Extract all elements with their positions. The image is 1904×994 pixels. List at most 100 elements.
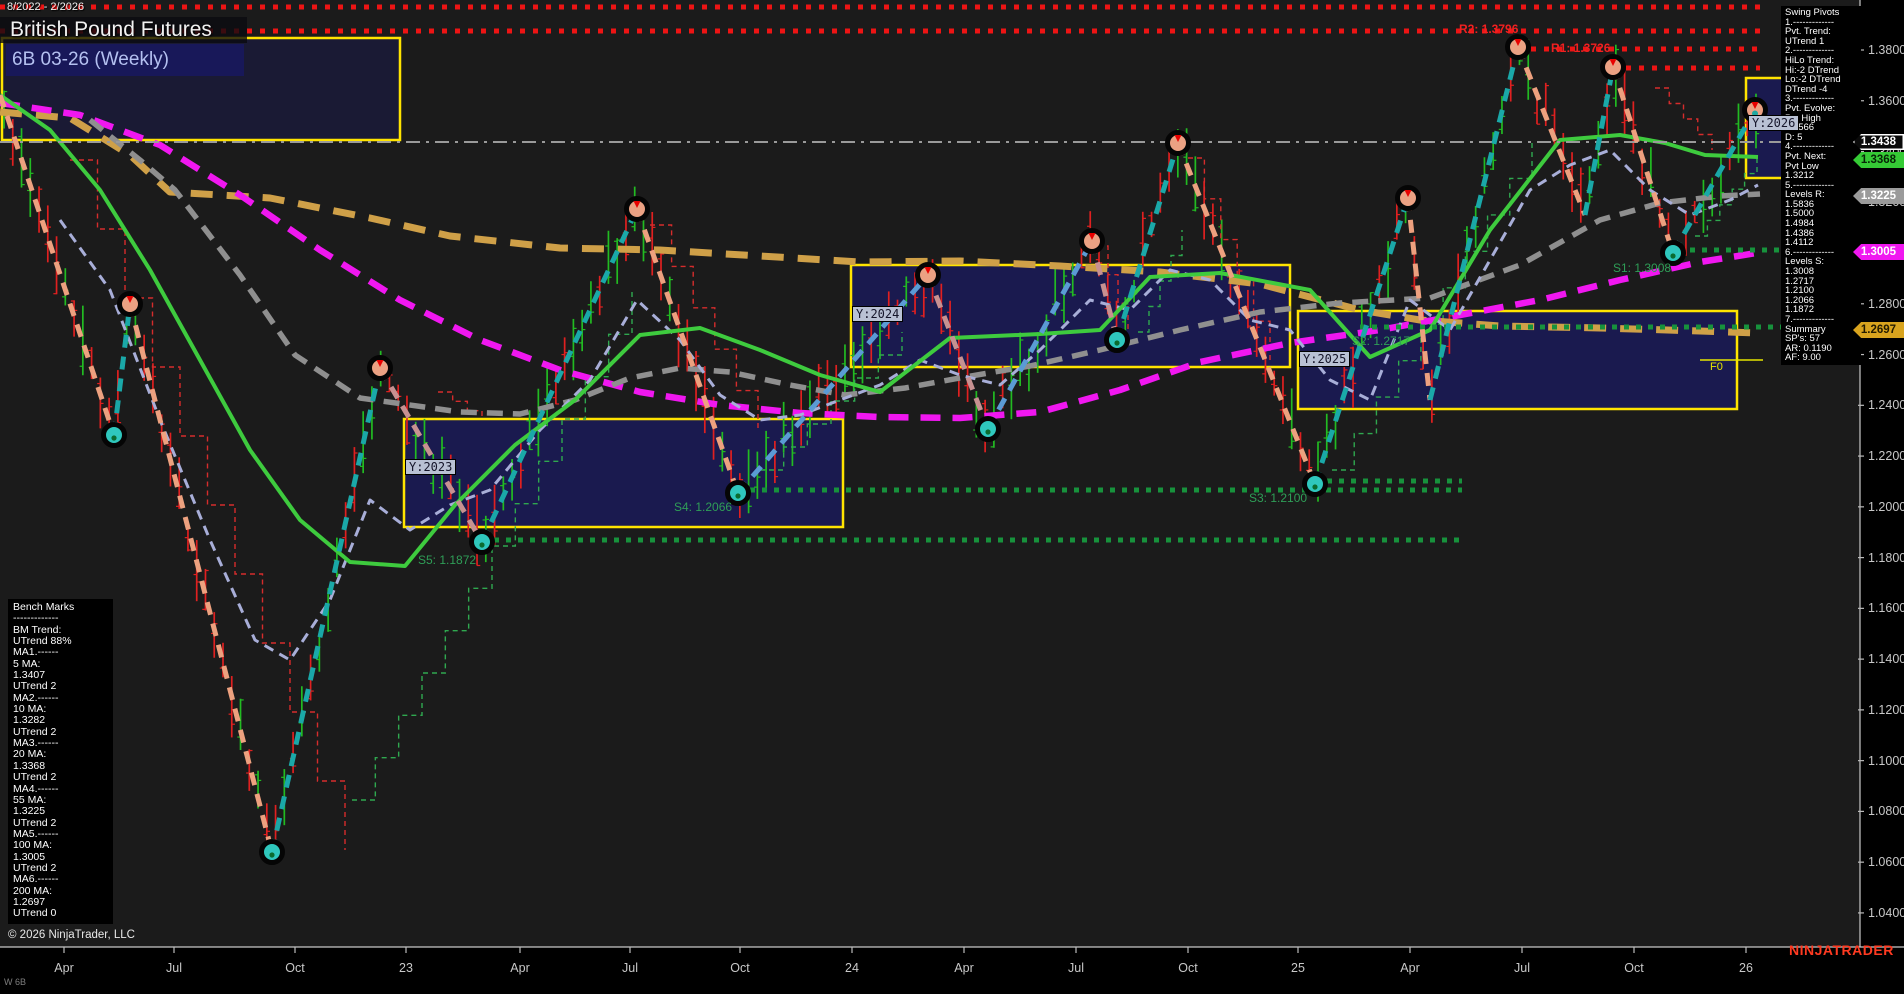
trail-stop-5 (438, 391, 483, 420)
resistance-label: R2: 1.3796 (1459, 22, 1519, 36)
time-axis-label: Jul (1068, 961, 1084, 975)
time-axis-label: 24 (845, 961, 859, 975)
page-title: British Pound Futures (10, 18, 212, 41)
copyright-label: © 2026 NinjaTrader, LLC (8, 929, 135, 941)
pivot-circle-low (1660, 240, 1686, 266)
zigzag-leg-17 (1582, 66, 1616, 216)
date-range-label: 8/2022 - 2/2026 (7, 1, 85, 13)
support-label: S4: 1.2066 (674, 500, 733, 514)
bench-marks-line: BM Trend: (13, 623, 62, 636)
price-axis-label: 1.1400 (1868, 652, 1904, 667)
zigzag-leg-13 (1312, 197, 1411, 485)
bench-marks-line: UTrend 2 (13, 771, 57, 784)
support-label: S2: 1.2717 (1352, 334, 1411, 348)
pivot-circle-low (975, 416, 1001, 442)
price-axis-label: 1.1000 (1868, 753, 1904, 768)
time-axis-label: Apr (510, 961, 530, 975)
swing-pivots-line: Summary (1785, 323, 1826, 335)
swing-pivots-line: Pvt. Trend: (1785, 26, 1831, 38)
year-box-label: Y:2024 (852, 306, 904, 322)
bench-marks-line: UTrend 2 (13, 680, 57, 693)
bench-marks-line: 55 MA: (13, 793, 47, 806)
zigzag-leg-18 (1610, 66, 1676, 254)
bench-marks-line: 10 MA: (13, 703, 47, 716)
pivot-circle-peak (624, 196, 650, 222)
price-axis-label: 1.2800 (1868, 296, 1904, 311)
trail-stop-3 (1098, 245, 1129, 332)
ma-line-100-ma (0, 99, 1764, 422)
swing-pivots-line: 5.------------- (1785, 179, 1835, 191)
ma-line-20-ma (0, 93, 1759, 568)
zigzag-leg-3 (269, 367, 383, 853)
zigzag-leg-19 (1670, 108, 1758, 255)
swing-pivots-line: 1.3566 (1785, 122, 1815, 134)
bench-marks-line: MA6.------ (13, 873, 59, 886)
swing-pivots-line: UTrend 1 (1785, 35, 1825, 47)
time-axis-label: 26 (1739, 961, 1753, 975)
swing-pivots-line: 1.5000 (1785, 208, 1815, 220)
pivot-circle-peak (1165, 130, 1191, 156)
bench-marks-title: Bench Marks (13, 601, 75, 613)
pivot-circle-low (725, 480, 751, 506)
time-axis-label: Apr (1400, 961, 1420, 975)
ma-line-55-ma (88, 117, 1761, 417)
zigzag-leg-5 (479, 207, 640, 544)
pivot-circle-peak (1600, 54, 1626, 80)
swing-pivots-line: 6.------------- (1785, 246, 1835, 258)
bench-marks-line: 1.2697 (13, 895, 46, 908)
swing-pivots-line: 1.2717 (1785, 275, 1815, 287)
ma-line-200-ma (0, 108, 1758, 337)
bench-marks-line: 20 MA: (13, 748, 47, 761)
swing-pivots-panel: Swing Pivots 1.------------- Pvt. Trend: U… (1781, 6, 1861, 365)
trail-stop-0 (70, 159, 346, 850)
bench-marks-line: 1.3005 (13, 850, 46, 863)
price-badge: 1.3438 (1853, 134, 1904, 150)
swing-pivots-line: SP's: 57 (1785, 333, 1821, 345)
swing-pivots-line: Levels R: (1785, 189, 1825, 201)
price-badge: 1.2697 (1853, 322, 1904, 338)
swing-pivots-line: Pvt Low (1785, 160, 1819, 172)
swing-pivots-line: 1.3008 (1785, 266, 1815, 278)
zigzag-leg-6 (634, 208, 741, 494)
pivot-circle-low (1302, 471, 1328, 497)
support-label: S5: 1.1872 (418, 553, 477, 567)
swing-pivots-title: Swing Pivots (1785, 7, 1840, 18)
bench-marks-line: 5 MA: (13, 657, 41, 670)
year-box-label: Y:2026 (1748, 115, 1800, 131)
plot-background (0, 0, 1860, 947)
bench-marks-line: UTrend 2 (13, 816, 57, 829)
zigzag-leg-11 (1114, 142, 1181, 341)
swing-pivots-line: Levels S: (1785, 256, 1825, 268)
pivot-circle-peak (367, 355, 393, 381)
pivot-circle-peak (117, 291, 143, 317)
price-axis-label: 1.0800 (1868, 804, 1904, 819)
f0-label: F0 (1710, 361, 1723, 373)
bench-marks-line: MA4.------ (13, 782, 59, 795)
time-axis-label: Apr (954, 961, 974, 975)
swing-pivots-line: Pvt. Evolve: (1785, 102, 1836, 114)
swing-pivots-line: 2.------------- (1785, 45, 1835, 57)
time-axis-label: Jul (622, 961, 638, 975)
bench-marks-line: UTrend 0 (13, 907, 57, 920)
zigzag-leg-0 (0, 94, 117, 436)
bench-marks-panel: Bench Marks ------------- BM Trend: UTrend… (8, 599, 113, 924)
swing-pivots-line: 1.3212 (1785, 170, 1815, 182)
ninjatrader-logo: NINJATRADER (1789, 942, 1894, 958)
subtitle-background (6, 44, 244, 76)
zigzag-leg-9 (985, 239, 1095, 431)
swing-pivots-line: 1.5836 (1785, 198, 1815, 210)
bench-marks-line: MA3.------ (13, 737, 59, 750)
bench-marks-line: 100 MA: (13, 839, 53, 852)
bench-marks-line: MA5.------ (13, 827, 59, 840)
pivot-circle-low (259, 839, 285, 865)
pivot-circle-low (1104, 327, 1130, 353)
swing-pivots-line: 4.------------- (1785, 141, 1835, 153)
instrument-label: 6B 03-26 (Weekly) (12, 49, 169, 70)
title-background (0, 17, 247, 43)
swing-pivots-line: 1.1872 (1785, 304, 1815, 316)
price-axis-label: 1.3800 (1868, 43, 1904, 57)
time-axis-label: Apr (54, 961, 74, 975)
support-label: S3: 1.2100 (1249, 491, 1308, 505)
